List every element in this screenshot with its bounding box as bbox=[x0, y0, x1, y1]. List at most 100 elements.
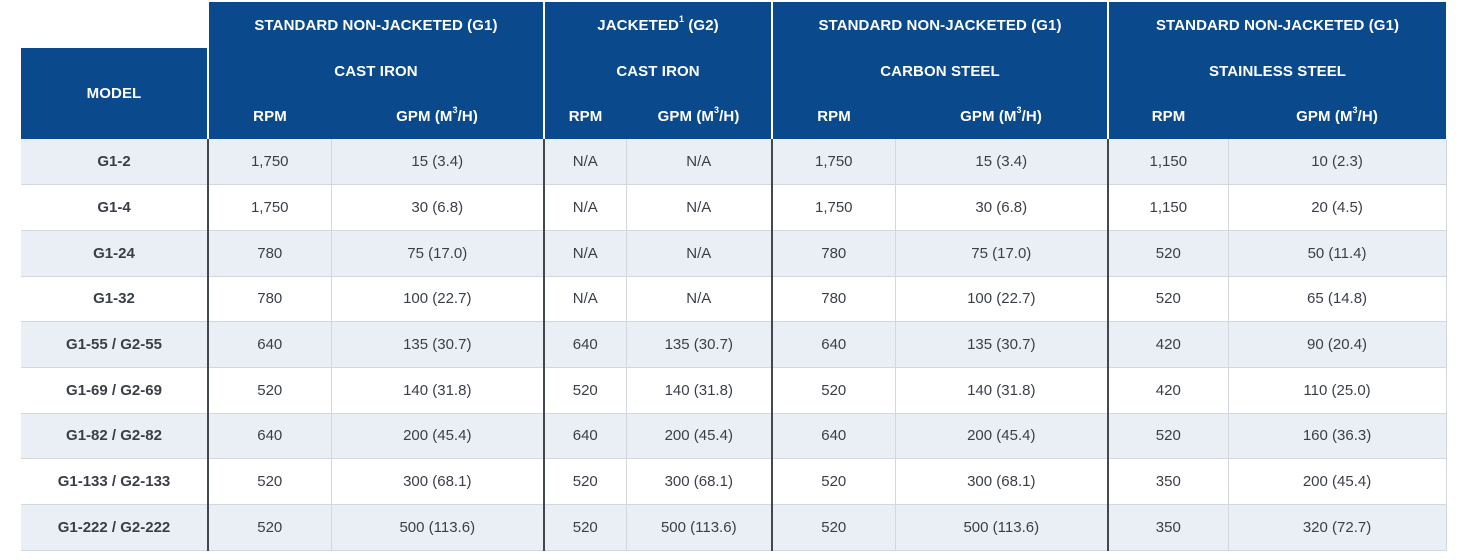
table-row: G1-55 / G2-55 640 135 (30.7) 640 135 (30.7) 6… bbox=[21, 321, 1447, 368]
cast-iron-rpm-cell: 1,750 bbox=[207, 139, 332, 186]
carbon-steel-gpm-cell: 75 (17.0) bbox=[895, 230, 1109, 277]
group-material-4: STAINLESS STEEL bbox=[1107, 48, 1447, 94]
table-row: G1-133 / G2-133 520 300 (68.1) 520 300 (68.1… bbox=[21, 458, 1447, 505]
table-row: G1-2 1,750 15 (3.4) N/A N/A 1,750 15 (3.4) 1,15… bbox=[21, 139, 1447, 186]
carbon-steel-rpm-cell: 1,750 bbox=[771, 139, 896, 186]
stainless-steel-gpm-cell: 20 (4.5) bbox=[1228, 184, 1447, 231]
model-cell: G1-55 / G2-55 bbox=[21, 321, 209, 368]
rpm-header: RPM bbox=[207, 94, 331, 139]
stainless-steel-gpm-cell: 200 (45.4) bbox=[1228, 458, 1447, 505]
jacketed-gpm-cell: N/A bbox=[626, 139, 773, 186]
jacketed-gpm-cell: N/A bbox=[626, 276, 773, 323]
header-row-type: STANDARD NON-JACKETED (G1) JACKETED1 (G2… bbox=[21, 2, 1447, 48]
model-cell: G1-2 bbox=[21, 139, 209, 186]
jacketed-gpm-cell: 140 (31.8) bbox=[626, 367, 773, 414]
cast-iron-gpm-cell: 75 (17.0) bbox=[331, 230, 545, 277]
model-cell: G1-133 / G2-133 bbox=[21, 458, 209, 505]
jacketed-rpm-cell: 520 bbox=[543, 458, 627, 505]
gpm-header: GPM (M3/H) bbox=[331, 94, 545, 139]
table-row: G1-24 780 75 (17.0) N/A N/A 780 75 (17.0) 520 50… bbox=[21, 230, 1447, 277]
model-cell: G1-32 bbox=[21, 276, 209, 323]
cast-iron-gpm-cell: 100 (22.7) bbox=[331, 276, 545, 323]
jacketed-gpm-cell: N/A bbox=[626, 184, 773, 231]
cast-iron-rpm-cell: 1,750 bbox=[207, 184, 332, 231]
model-column-header: MODEL bbox=[21, 48, 208, 139]
stainless-steel-rpm-cell: 520 bbox=[1107, 276, 1229, 323]
model-cell: G1-82 / G2-82 bbox=[21, 413, 209, 460]
stainless-steel-rpm-cell: 1,150 bbox=[1107, 184, 1229, 231]
rpm-header: RPM bbox=[543, 94, 627, 139]
carbon-steel-gpm-cell: 500 (113.6) bbox=[895, 504, 1109, 551]
jacketed-gpm-cell: 200 (45.4) bbox=[626, 413, 773, 460]
gpm-header: GPM (M3/H) bbox=[1228, 94, 1447, 139]
jacketed-rpm-cell: N/A bbox=[543, 230, 627, 277]
carbon-steel-rpm-cell: 520 bbox=[771, 367, 896, 414]
jacketed-gpm-cell: N/A bbox=[626, 230, 773, 277]
stainless-steel-rpm-cell: 350 bbox=[1107, 458, 1229, 505]
stainless-steel-rpm-cell: 350 bbox=[1107, 504, 1229, 551]
header-corner bbox=[21, 2, 208, 48]
carbon-steel-gpm-cell: 15 (3.4) bbox=[895, 139, 1109, 186]
cast-iron-gpm-cell: 135 (30.7) bbox=[331, 321, 545, 368]
jacketed-rpm-cell: N/A bbox=[543, 276, 627, 323]
cast-iron-gpm-cell: 500 (113.6) bbox=[331, 504, 545, 551]
stainless-steel-rpm-cell: 520 bbox=[1107, 230, 1229, 277]
table-header: STANDARD NON-JACKETED (G1) JACKETED1 (G2… bbox=[21, 2, 1447, 139]
jacketed-rpm-cell: N/A bbox=[543, 184, 627, 231]
group-type-3: STANDARD NON-JACKETED (G1) bbox=[771, 2, 1109, 48]
pump-spec-table: STANDARD NON-JACKETED (G1) JACKETED1 (G2… bbox=[21, 2, 1447, 551]
carbon-steel-rpm-cell: 520 bbox=[771, 458, 896, 505]
table-row: G1-4 1,750 30 (6.8) N/A N/A 1,750 30 (6.8) 1,15… bbox=[21, 184, 1447, 231]
header-row-units: RPM GPM (M3/H) RPM GPM (M3/H) RPM GPM (M… bbox=[21, 94, 1447, 139]
stainless-steel-rpm-cell: 520 bbox=[1107, 413, 1229, 460]
cast-iron-rpm-cell: 780 bbox=[207, 276, 332, 323]
stainless-steel-gpm-cell: 110 (25.0) bbox=[1228, 367, 1447, 414]
cast-iron-rpm-cell: 780 bbox=[207, 230, 332, 277]
cast-iron-gpm-cell: 300 (68.1) bbox=[331, 458, 545, 505]
stainless-steel-rpm-cell: 420 bbox=[1107, 367, 1229, 414]
carbon-steel-gpm-cell: 300 (68.1) bbox=[895, 458, 1109, 505]
model-cell: G1-69 / G2-69 bbox=[21, 367, 209, 414]
carbon-steel-rpm-cell: 780 bbox=[771, 230, 896, 277]
stainless-steel-rpm-cell: 1,150 bbox=[1107, 139, 1229, 186]
stainless-steel-gpm-cell: 160 (36.3) bbox=[1228, 413, 1447, 460]
model-cell: G1-4 bbox=[21, 184, 209, 231]
jacketed-gpm-cell: 135 (30.7) bbox=[626, 321, 773, 368]
cast-iron-rpm-cell: 640 bbox=[207, 321, 332, 368]
header-row-material: MODEL CAST IRON CAST IRON CARBON STEEL S… bbox=[21, 48, 1447, 139]
jacketed-rpm-cell: N/A bbox=[543, 139, 627, 186]
carbon-steel-gpm-cell: 30 (6.8) bbox=[895, 184, 1109, 231]
group-material-2: CAST IRON bbox=[543, 48, 773, 94]
carbon-steel-gpm-cell: 200 (45.4) bbox=[895, 413, 1109, 460]
cast-iron-rpm-cell: 520 bbox=[207, 504, 332, 551]
model-cell: G1-222 / G2-222 bbox=[21, 504, 209, 551]
table-row: G1-69 / G2-69 520 140 (31.8) 520 140 (31.8) 5… bbox=[21, 367, 1447, 414]
stainless-steel-gpm-cell: 320 (72.7) bbox=[1228, 504, 1447, 551]
cast-iron-gpm-cell: 30 (6.8) bbox=[331, 184, 545, 231]
stainless-steel-gpm-cell: 65 (14.8) bbox=[1228, 276, 1447, 323]
carbon-steel-rpm-cell: 1,750 bbox=[771, 184, 896, 231]
table-row: G1-32 780 100 (22.7) N/A N/A 780 100 (22.7) 520… bbox=[21, 276, 1447, 323]
group-material-1: CAST IRON bbox=[206, 48, 545, 94]
table-row: G1-222 / G2-222 520 500 (113.6) 520 500 (113… bbox=[21, 504, 1447, 551]
carbon-steel-rpm-cell: 520 bbox=[771, 504, 896, 551]
carbon-steel-gpm-cell: 140 (31.8) bbox=[895, 367, 1109, 414]
cast-iron-rpm-cell: 640 bbox=[207, 413, 332, 460]
carbon-steel-rpm-cell: 640 bbox=[771, 413, 896, 460]
rpm-header: RPM bbox=[1107, 94, 1229, 139]
gpm-header: GPM (M3/H) bbox=[895, 94, 1109, 139]
jacketed-gpm-cell: 300 (68.1) bbox=[626, 458, 773, 505]
group-type-4: STANDARD NON-JACKETED (G1) bbox=[1107, 2, 1447, 48]
jacketed-rpm-cell: 520 bbox=[543, 367, 627, 414]
gpm-header: GPM (M3/H) bbox=[626, 94, 773, 139]
group-material-3: CARBON STEEL bbox=[771, 48, 1109, 94]
cast-iron-rpm-cell: 520 bbox=[207, 367, 332, 414]
group-type-1: STANDARD NON-JACKETED (G1) bbox=[206, 2, 545, 48]
stainless-steel-gpm-cell: 90 (20.4) bbox=[1228, 321, 1447, 368]
rpm-header: RPM bbox=[771, 94, 896, 139]
stainless-steel-gpm-cell: 10 (2.3) bbox=[1228, 139, 1447, 186]
cast-iron-gpm-cell: 200 (45.4) bbox=[331, 413, 545, 460]
jacketed-gpm-cell: 500 (113.6) bbox=[626, 504, 773, 551]
table-row: G1-82 / G2-82 640 200 (45.4) 640 200 (45.4) 6… bbox=[21, 413, 1447, 460]
model-cell: G1-24 bbox=[21, 230, 209, 277]
